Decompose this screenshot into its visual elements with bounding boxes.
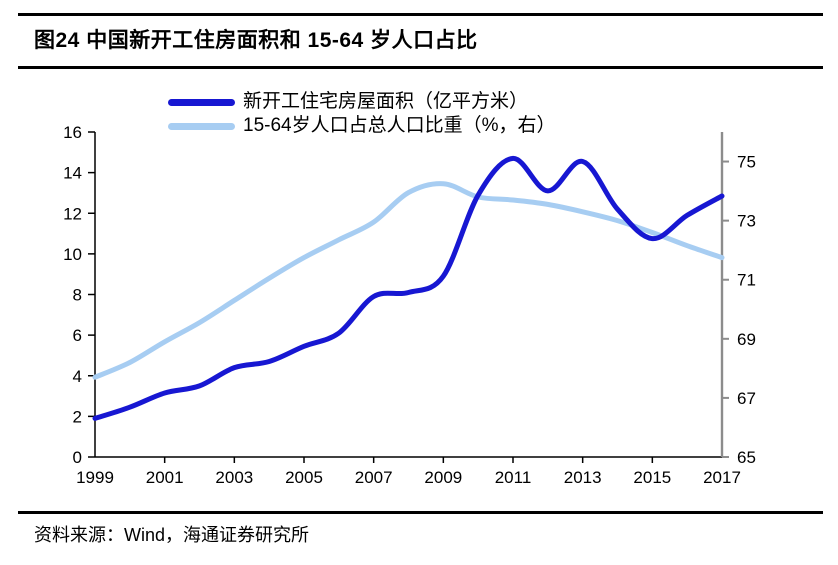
x-axis-tick-label: 1999 [76, 468, 114, 487]
housing-line-icon [168, 98, 235, 106]
source-attribution: 资料来源：Wind，海通证券研究所 [34, 525, 310, 545]
figure-title: 图24 中国新开工住房面积和 15-64 岁人口占比 [34, 29, 478, 52]
x-axis-tick-label: 2017 [703, 468, 741, 487]
x-axis-tick-label: 2007 [355, 468, 393, 487]
population-line-icon [168, 122, 235, 130]
right-axis-tick-label: 71 [737, 271, 756, 290]
chart-legend: 新开工住宅房屋面积（亿平方米） 15-64岁人口占总人口比重（%，右） [168, 90, 556, 138]
left-axis-tick-label: 12 [63, 204, 82, 223]
left-axis-tick-label: 4 [73, 367, 82, 386]
left-axis-tick-label: 8 [73, 286, 82, 305]
right-axis-tick-label: 69 [737, 330, 756, 349]
x-axis-tick-label: 2013 [564, 468, 602, 487]
title-top-rule [18, 13, 823, 16]
right-axis-tick-label: 67 [737, 389, 756, 408]
x-axis-tick-label: 2001 [146, 468, 184, 487]
x-axis-tick-label: 2009 [424, 468, 462, 487]
x-axis-tick-label: 2011 [495, 468, 532, 487]
line-chart: 0 2 4 6 8 10 12 14 16 65 67 69 71 73 75 1999 2001 2003 200… [63, 123, 756, 487]
right-axis-tick-label: 75 [737, 153, 756, 172]
footer-rule [18, 511, 823, 514]
legend-item-housing: 新开工住宅房屋面积（亿平方米） [168, 90, 556, 114]
housing-area-line [92, 155, 725, 421]
population-share-line [92, 181, 725, 380]
x-axis-tick-label: 2003 [215, 468, 253, 487]
legend-label-population: 15-64岁人口占总人口比重（%，右） [243, 115, 556, 136]
legend-item-population: 15-64岁人口占总人口比重（%，右） [168, 114, 556, 138]
left-axis-tick-label: 16 [63, 123, 82, 142]
left-axis-tick-label: 10 [63, 245, 82, 264]
title-bottom-rule [18, 66, 823, 69]
left-axis-tick-label: 6 [73, 326, 82, 345]
right-axis-tick-label: 65 [737, 448, 756, 467]
left-axis-tick-label: 0 [73, 448, 82, 467]
left-axis-tick-label: 14 [63, 164, 82, 183]
legend-label-housing: 新开工住宅房屋面积（亿平方米） [243, 91, 529, 112]
right-axis-tick-label: 73 [737, 212, 756, 231]
x-axis-tick-label: 2015 [633, 468, 671, 487]
x-axis-tick-label: 2005 [285, 468, 323, 487]
left-axis-tick-label: 2 [73, 407, 82, 426]
